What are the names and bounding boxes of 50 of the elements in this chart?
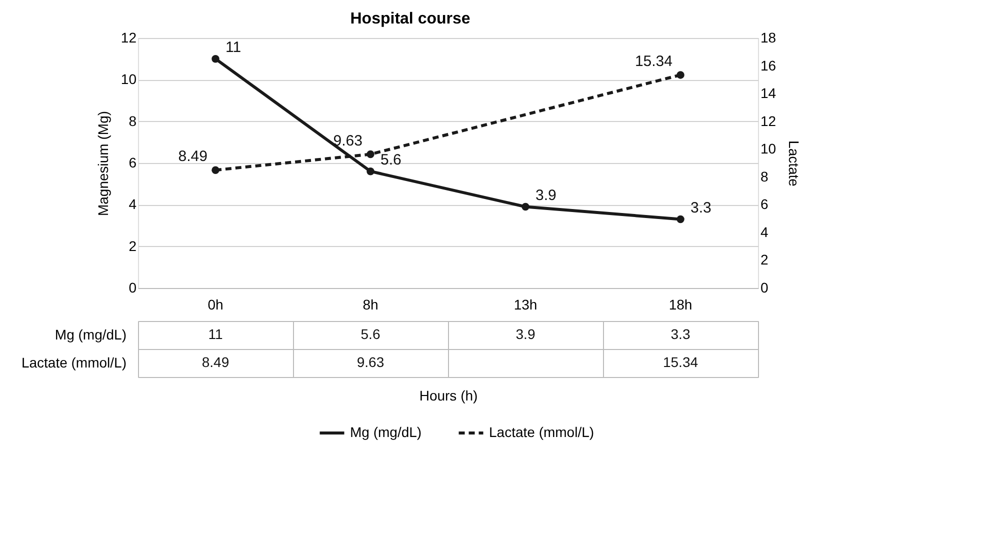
point — [676, 215, 684, 224]
data-label: 9.63 — [356, 354, 384, 370]
y-tick-label: 8 — [128, 112, 137, 129]
y2-tick-label: 8 — [760, 168, 768, 184]
y-axis-title: Magnesium (Mg) — [94, 110, 111, 216]
y-tick-label: 10 — [120, 71, 137, 88]
data-label: 11 — [208, 326, 223, 342]
text: Mg (mg/dL) — [54, 326, 126, 342]
legend-label: Mg (mg/dL) — [350, 424, 422, 440]
data-label: 3.3 — [670, 326, 690, 342]
y2-tick-label: 16 — [760, 57, 776, 74]
y2-tick-label: 2 — [760, 252, 768, 268]
y2-tick-label: 0 — [760, 280, 768, 296]
point — [676, 71, 684, 79]
x-tick-label: 0h — [208, 296, 224, 312]
point — [212, 54, 220, 63]
point — [522, 202, 530, 211]
y2-tick-label: 6 — [760, 196, 768, 212]
text: 8.49 — [178, 148, 208, 166]
point — [212, 166, 220, 174]
y2-tick-label: 10 — [760, 140, 776, 157]
y-tick-label: 12 — [120, 30, 137, 46]
text: 5.6 — [380, 151, 402, 168]
y2-tick-label: 4 — [760, 224, 768, 240]
text: 3.3 — [690, 199, 712, 216]
text: 3.9 — [536, 186, 556, 204]
y2-tick-label: 14 — [760, 85, 776, 102]
x-tick-label: 18h — [668, 296, 692, 312]
y-tick-label: 4 — [128, 196, 137, 212]
data-label: 3.9 — [516, 326, 536, 342]
text: 15.34 — [634, 52, 672, 70]
data-label: 5.6 — [360, 326, 380, 342]
text: Lactate (mmol/L) — [21, 354, 126, 370]
x-tick-label: 8h — [362, 296, 378, 312]
point — [366, 167, 374, 176]
legend-label: Lactate (mmol/L) — [489, 424, 594, 440]
y-tick-label: 0 — [128, 280, 137, 296]
chart-title: Hospital course — [350, 10, 470, 28]
data-label: 15.34 — [662, 354, 698, 370]
text: Hours (h) — [419, 388, 478, 404]
y-tick-label: 6 — [128, 154, 137, 170]
point — [366, 150, 374, 158]
y-tick-label: 2 — [128, 238, 137, 254]
x-tick-label: 13h — [514, 296, 538, 312]
y2-axis-title: Lactate — [786, 140, 802, 187]
text: 11 — [226, 38, 242, 56]
y2-tick-label: 12 — [760, 112, 776, 129]
y2-tick-label: 18 — [760, 30, 776, 46]
text: 9.63 — [333, 132, 362, 150]
data-label: 8.49 — [202, 354, 230, 370]
